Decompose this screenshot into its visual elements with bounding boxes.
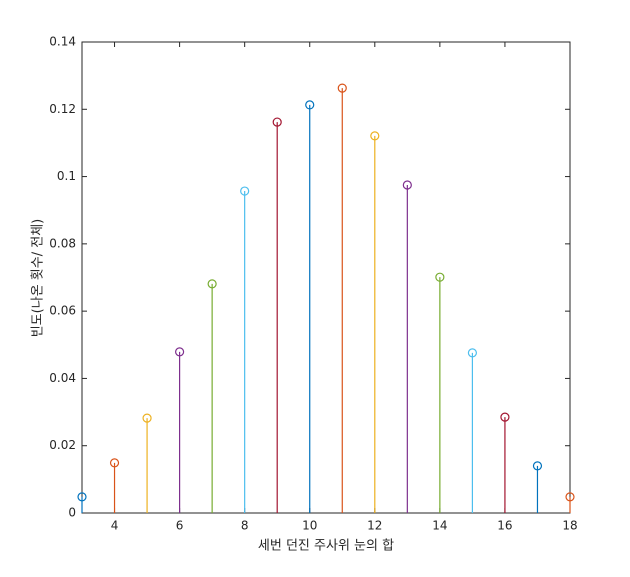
stem-marker bbox=[175, 347, 185, 357]
stem-marker bbox=[435, 272, 445, 282]
stem-marker bbox=[240, 186, 250, 196]
x-axis-title: 세번 던진 주사위 눈의 합 bbox=[258, 539, 394, 554]
x-tick-label: 12 bbox=[367, 519, 382, 533]
y-tick-label: 0.14 bbox=[49, 35, 76, 49]
y-tick-label: 0.06 bbox=[49, 304, 76, 318]
x-tick-label: 8 bbox=[241, 519, 249, 533]
stem-marker bbox=[337, 83, 347, 93]
y-tick-label: 0.1 bbox=[57, 169, 76, 183]
stem-marker bbox=[272, 117, 282, 127]
x-tick-label: 14 bbox=[432, 519, 447, 533]
y-tick-label: 0.04 bbox=[49, 371, 76, 385]
stem-marker bbox=[109, 458, 120, 468]
stem-marker bbox=[565, 492, 575, 502]
stem-marker bbox=[142, 413, 152, 423]
stem-marker bbox=[467, 348, 477, 358]
y-tick-label: 0.02 bbox=[49, 438, 76, 452]
x-tick-label: 18 bbox=[562, 519, 577, 533]
x-tick-label: 6 bbox=[176, 519, 184, 533]
y-axis-title: 빈도(나온 횟수/ 전체) bbox=[31, 219, 46, 337]
stem-marker bbox=[532, 461, 543, 471]
stem-marker bbox=[77, 492, 87, 502]
x-tick-label: 16 bbox=[497, 519, 512, 533]
stem-marker bbox=[207, 279, 217, 289]
stem-marker bbox=[305, 100, 315, 110]
y-tick-label: 0.08 bbox=[49, 236, 76, 250]
x-tick-label: 4 bbox=[111, 519, 119, 533]
stem-marker bbox=[402, 180, 412, 190]
x-tick-label: 10 bbox=[302, 519, 317, 533]
y-tick-label: 0.12 bbox=[49, 102, 76, 116]
stem-marker bbox=[370, 131, 380, 141]
y-tick-label: 0 bbox=[68, 506, 76, 520]
stem-marker bbox=[500, 412, 510, 422]
plot-frame bbox=[81, 41, 571, 514]
